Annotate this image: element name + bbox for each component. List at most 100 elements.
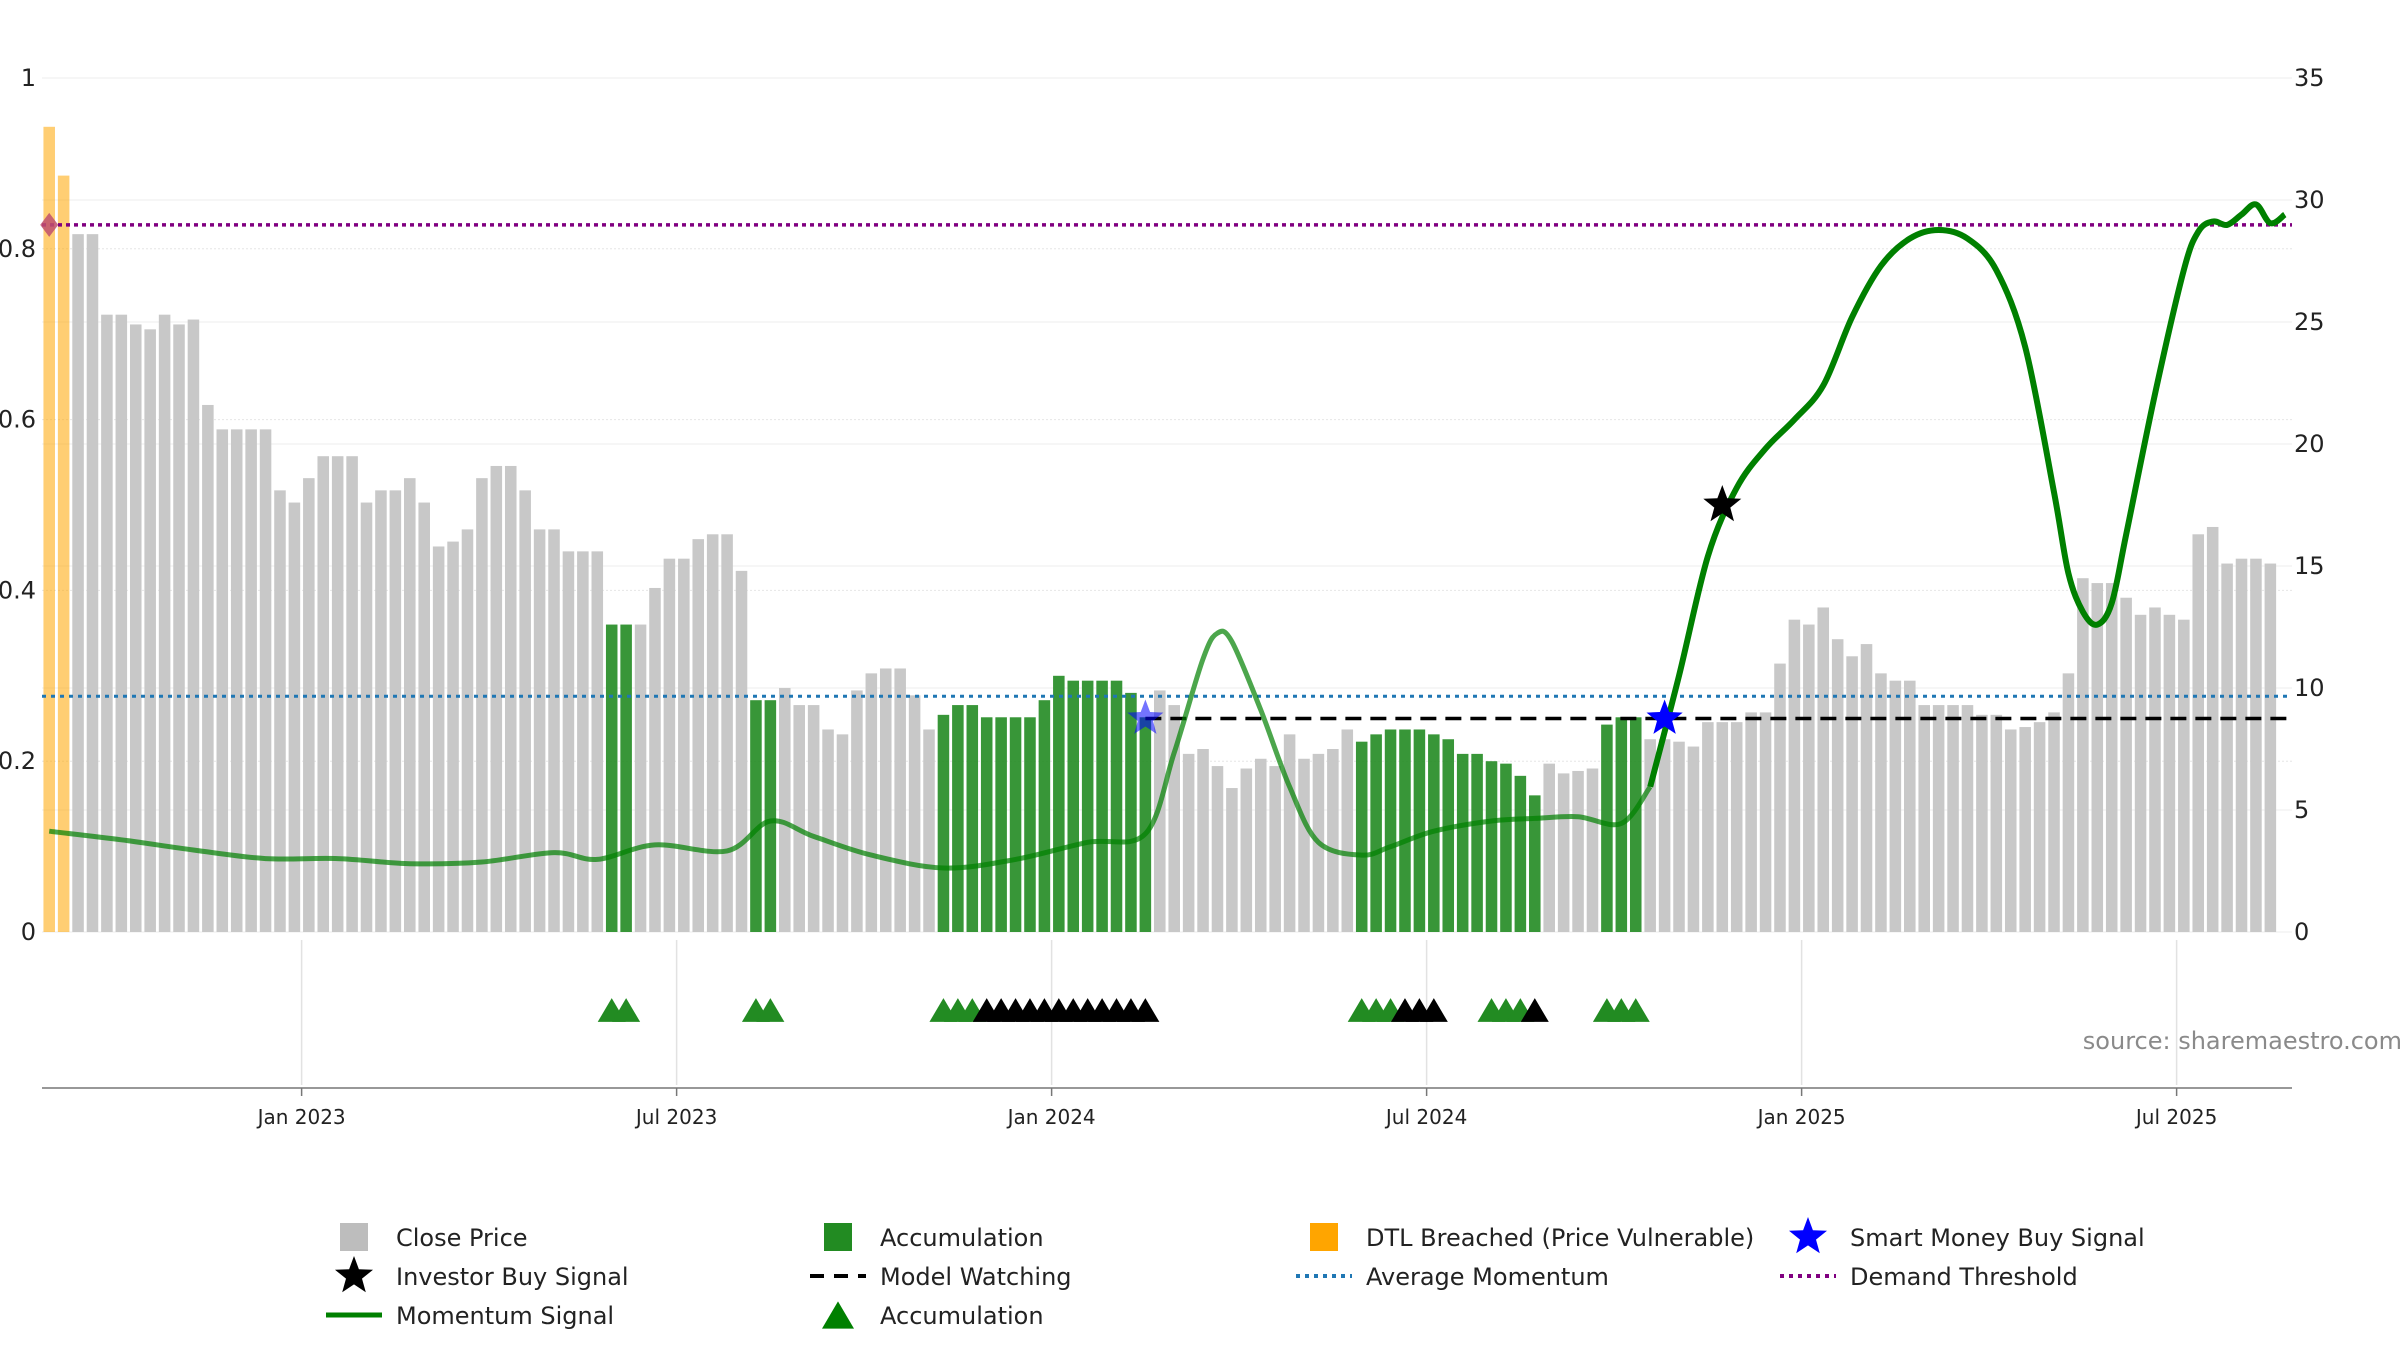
accumulation-bar [1125,692,1137,932]
close-price-bar [2235,558,2248,932]
left-axis-tick-label: 0.2 [0,747,36,775]
legend-item: Close Price [340,1223,528,1252]
close-price-bar [274,490,286,932]
accumulation-bar [1485,761,1498,932]
close-price-bar [894,668,906,932]
close-price-bar [735,570,748,932]
close-price-bar [692,539,705,932]
close-price-bar [1730,722,1743,932]
close-price-bar [2206,526,2219,932]
x-axis-tick-label: Jan 2023 [256,1105,346,1129]
x-axis-tick-label: Jan 2024 [1006,1105,1096,1129]
legend-label: Smart Money Buy Signal [1850,1224,2145,1252]
close-price-bar [259,429,272,932]
legend-item: Average Momentum [1296,1263,1609,1291]
accumulation-bar [1009,717,1022,932]
close-price-bar [86,234,99,932]
close-price-bar [1240,768,1253,932]
dtl-breached-bar [43,126,55,933]
close-price-bar [836,734,849,932]
x-axis-tick-label: Jul 2024 [1384,1105,1467,1129]
accumulation-bar [605,624,618,932]
close-price-bar [1572,770,1584,932]
close-price-bar [2149,607,2161,932]
close-price-bar [202,404,214,933]
close-price-bar [129,324,142,932]
accumulation-bar [1529,795,1541,932]
close-price-bar [158,314,171,932]
close-price-bar [721,534,733,932]
close-price-bar [1673,741,1685,932]
legend-star-icon [335,1256,373,1293]
x-axis-tick-label: Jul 2023 [634,1105,717,1129]
right-axis-tick-label: 30 [2294,186,2325,214]
accumulation-bar [1629,717,1642,932]
close-price-bar [2019,727,2031,932]
legend-label: Accumulation [880,1302,1044,1330]
accumulation-bar [1500,763,1512,932]
close-price-bar [331,456,344,932]
close-price-bar [216,429,229,932]
close-price-bar [2178,619,2190,932]
smart-money-buy-signal-star [1646,699,1683,734]
accumulation-bar [1370,734,1382,932]
accumulation-bar [980,717,993,932]
accumulation-bar [1413,729,1426,932]
close-price-bar [389,490,402,932]
accumulation-bar [1038,700,1051,932]
x-axis-tick-label: Jul 2025 [2134,1105,2217,1129]
triangle-layer [597,998,1650,1022]
model-watching-triangle [1520,998,1549,1022]
close-price-bar [490,465,503,932]
legend-item: Model Watching [810,1263,1072,1291]
close-price-bar [519,490,531,932]
close-price-bar [1283,734,1296,932]
close-price-bar [2033,722,2046,932]
close-price-bar [706,534,719,932]
accumulation-triangle [612,998,641,1022]
close-price-bar [2120,597,2132,932]
legend-triangle-icon [822,1301,854,1329]
close-price-bar [779,688,791,932]
legend-item: DTL Breached (Price Vulnerable) [1310,1223,1754,1252]
right-axis-tick-label: 10 [2294,674,2325,702]
left-axis-tick-label: 0 [21,918,36,946]
close-price-bar [807,705,820,932]
close-price-bar [1197,749,1209,932]
close-price-bar [1788,619,1801,932]
legend-label: Model Watching [880,1263,1072,1291]
close-price-bar [2062,673,2075,932]
dtl-breached-bar [57,175,70,933]
legend-layer: Close Price Accumulation DTL Breached (Pri… [326,1217,2145,1330]
accumulation-bar [1355,741,1368,932]
legend-item: Demand Threshold [1780,1263,2078,1291]
close-price-bar [375,490,387,932]
accumulation-bar [1053,675,1065,932]
close-price-bar [1226,788,1238,932]
close-price-bar [663,558,676,932]
legend-star-icon [1789,1217,1827,1254]
close-price-bar [1846,656,1858,932]
accumulation-bar [1471,753,1483,932]
legend-item: Accumulation [822,1301,1044,1330]
close-price-bar [230,429,243,932]
close-price-bar [1586,768,1599,932]
accumulation-bar [1024,717,1036,932]
legend-square-icon [1310,1223,1338,1251]
right-axis-tick-label: 0 [2294,918,2309,946]
close-price-bar [1875,673,1887,932]
accumulation-bar [1456,753,1469,932]
close-price-bar [533,529,546,932]
accumulation-bar [1139,717,1152,932]
close-price-bar [1831,639,1844,932]
left-axis-tick-label: 0.8 [0,235,36,263]
legend-label: Average Momentum [1366,1263,1609,1291]
close-price-bar [418,502,430,932]
source-label: source: sharemaestro.com [2083,1027,2400,1055]
close-price-bar [1774,663,1786,932]
close-price-bar [678,558,690,932]
close-price-bar [2091,583,2104,932]
close-price-bar [822,729,834,932]
